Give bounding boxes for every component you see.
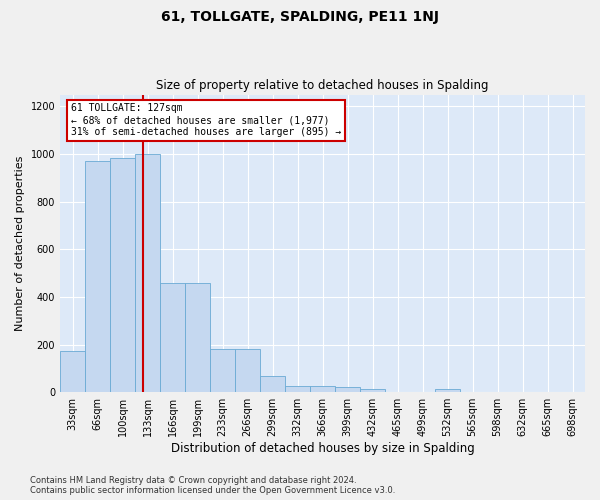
Bar — [110, 158, 135, 392]
Bar — [285, 386, 310, 392]
Bar — [360, 390, 385, 392]
Bar — [160, 282, 185, 392]
Bar — [310, 386, 335, 392]
X-axis label: Distribution of detached houses by size in Spalding: Distribution of detached houses by size … — [170, 442, 475, 455]
Bar — [335, 388, 360, 392]
Text: 61, TOLLGATE, SPALDING, PE11 1NJ: 61, TOLLGATE, SPALDING, PE11 1NJ — [161, 10, 439, 24]
Bar — [435, 388, 460, 392]
Bar — [235, 348, 260, 392]
Bar — [85, 161, 110, 392]
Text: Contains HM Land Registry data © Crown copyright and database right 2024.
Contai: Contains HM Land Registry data © Crown c… — [30, 476, 395, 495]
Bar — [60, 350, 85, 392]
Y-axis label: Number of detached properties: Number of detached properties — [15, 156, 25, 331]
Bar — [135, 154, 160, 392]
Title: Size of property relative to detached houses in Spalding: Size of property relative to detached ho… — [156, 79, 489, 92]
Text: 61 TOLLGATE: 127sqm
← 68% of detached houses are smaller (1,977)
31% of semi-det: 61 TOLLGATE: 127sqm ← 68% of detached ho… — [71, 104, 341, 136]
Bar — [210, 348, 235, 392]
Bar — [185, 282, 210, 392]
Bar — [260, 376, 285, 392]
